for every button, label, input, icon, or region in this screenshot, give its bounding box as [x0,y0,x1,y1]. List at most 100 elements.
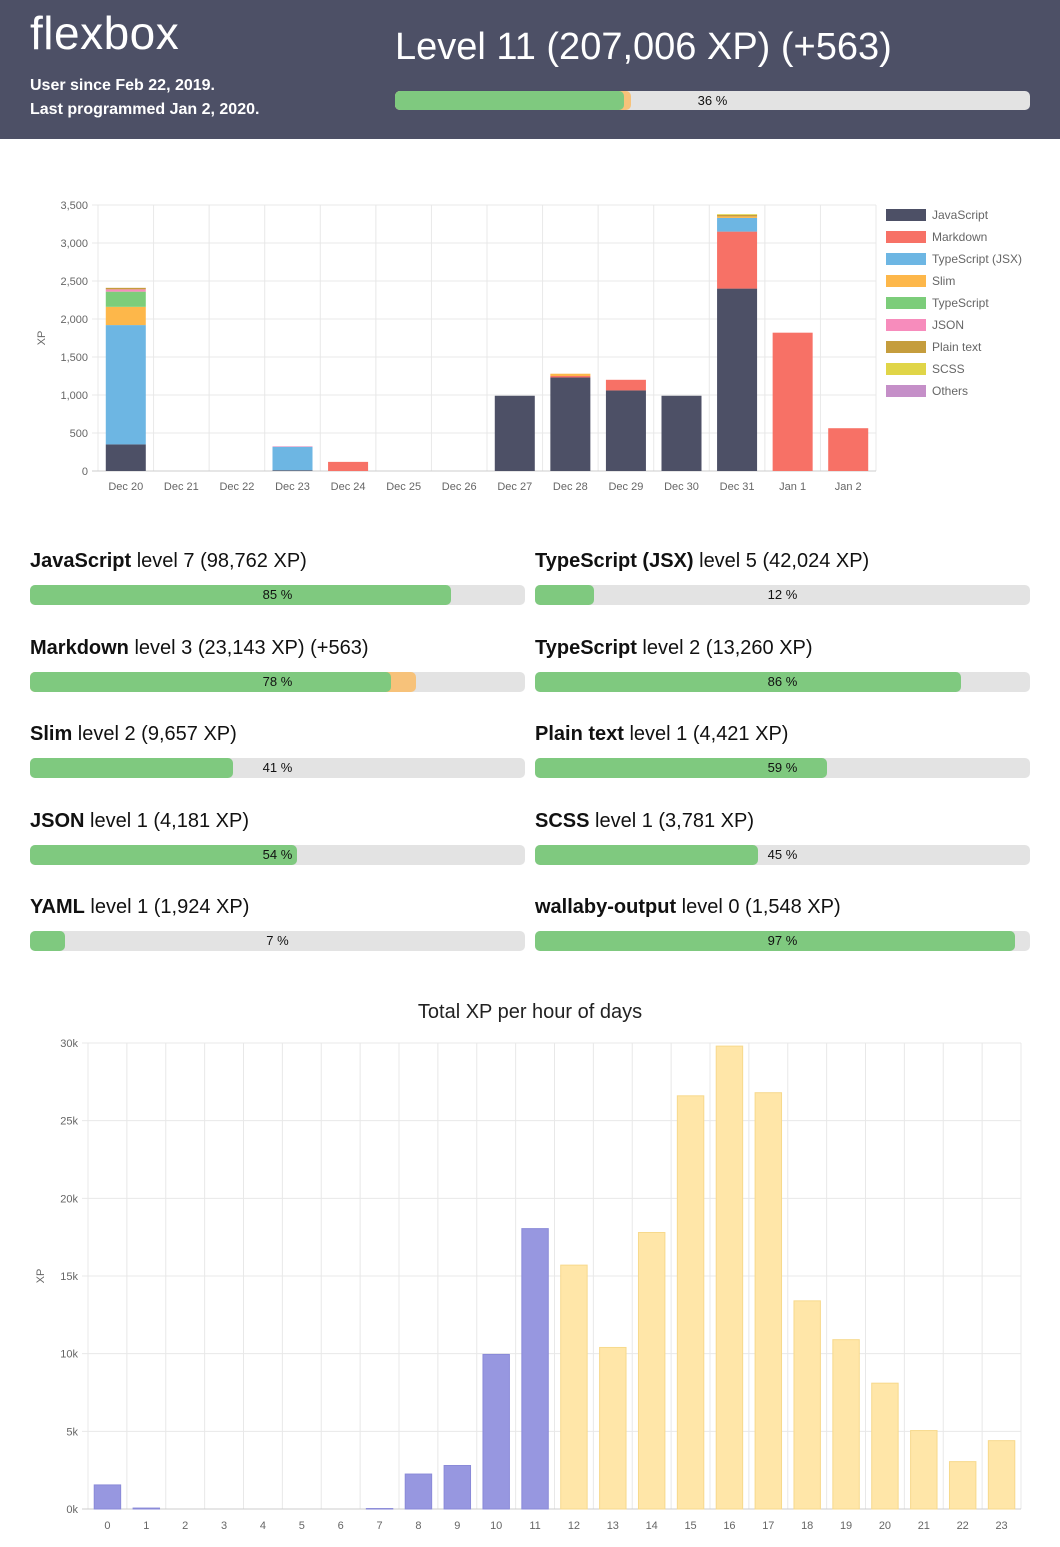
y-tick-label: 15k [60,1271,78,1283]
bar-segment-json [105,289,146,292]
language-title: wallaby-output level 0 (1,548 XP) [535,896,841,919]
hourly-chart-title: Total XP per hour of days [417,1001,643,1023]
language-progress-label: 97 % [767,933,798,948]
legend-label: Others [932,384,968,398]
language-progress-fill [30,931,65,951]
language-title: SCSS level 1 (3,781 XP) [535,810,754,833]
legend-swatch [886,253,926,265]
x-tick-label: 16 [723,1520,735,1532]
legend-label: TypeScript (JSX) [932,252,1022,266]
legend-label: SCSS [932,362,965,376]
bar-segment-javascript [661,395,702,471]
language-progress-fill [30,585,451,605]
legend-swatch [886,275,926,287]
x-tick-label: 2 [182,1520,188,1532]
x-tick-label: Dec 22 [219,481,254,493]
hour-bar [871,1382,899,1510]
x-tick-label: 5 [299,1520,305,1532]
language-name: JavaScript [30,550,132,572]
x-tick-label: 4 [260,1520,266,1532]
language-progress-bar: 7 % [30,931,525,951]
legend-label: Slim [932,274,955,288]
hour-bar [754,1092,783,1510]
language-name: Plain text [535,723,624,745]
y-tick-label: 3,000 [60,238,88,250]
hour-bar [793,1300,821,1510]
language-progress-bar: 45 % [535,845,1030,865]
x-tick-label: Dec 23 [275,481,310,493]
bar-segment-markdown [828,428,869,471]
language-progress-label: 7 % [266,933,289,948]
x-tick-label: 6 [338,1520,344,1532]
x-tick-label: 23 [995,1520,1007,1532]
language-progress-fill [535,672,961,692]
username: flexbox [30,7,180,59]
language-level-text: level 3 (23,143 XP) (+563) [128,637,369,659]
legend-swatch [886,231,926,243]
language-progress-bar: 97 % [535,931,1030,951]
language-name: TypeScript [535,637,637,659]
legend-label: TypeScript [932,296,989,310]
bar-segment-typescript-jsx- [717,217,758,232]
legend-swatch [886,209,926,221]
hour-bar [910,1430,938,1510]
language-title: TypeScript (JSX) level 5 (42,024 XP) [535,550,869,573]
x-tick-label: 19 [840,1520,852,1532]
language-progress-label: 12 % [767,587,798,602]
language-name: YAML [30,896,85,918]
x-tick-label: 12 [568,1520,580,1532]
x-tick-label: Dec 24 [331,481,366,493]
language-progress-label: 86 % [767,674,798,689]
x-tick-label: Dec 20 [108,481,143,493]
hour-bar [832,1339,860,1510]
bar-segment-javascript [717,288,758,471]
language-title: TypeScript level 2 (13,260 XP) [535,637,813,660]
language-name: SCSS [535,810,590,832]
legend-swatch [886,385,926,397]
x-tick-label: 3 [221,1520,227,1532]
hour-bar [443,1465,472,1510]
legend-swatch [886,363,926,375]
y-tick-label: 2,500 [60,276,88,288]
language-progress-label: 41 % [262,760,293,775]
hour-bar [93,1484,122,1510]
x-tick-label: Dec 21 [164,481,199,493]
x-tick-label: 18 [801,1520,813,1532]
y-tick-label: 0k [66,1504,78,1516]
x-tick-label: 0 [104,1520,110,1532]
language-name: Markdown [30,637,129,659]
language-progress-bar: 54 % [30,845,525,865]
hour-bar [948,1461,977,1510]
language-progress-label: 54 % [262,847,293,862]
language-progress-bar: 41 % [30,758,525,778]
language-progress-label: 85 % [262,587,293,602]
x-tick-label: Dec 29 [608,481,643,493]
y-axis-label: XP [35,1269,47,1284]
x-tick-label: 21 [918,1520,930,1532]
hour-bar [404,1473,433,1510]
profile-header: flexbox User since Feb 22, 2019. Last pr… [0,0,1060,139]
language-progress-fill [30,672,392,692]
bar-segment-slim [105,306,146,326]
total-level-progress-bar: 36 % [395,91,1030,110]
legend-label: Plain text [932,340,982,354]
language-level-text: level 1 (3,781 XP) [589,810,754,832]
language-progress-bar: 86 % [535,672,1030,692]
language-progress-label: 59 % [767,760,798,775]
legend-swatch [886,319,926,331]
language-title: JSON level 1 (4,181 XP) [30,810,249,833]
x-tick-label: 13 [607,1520,619,1532]
bar-segment-markdown [550,376,591,378]
x-tick-label: 7 [377,1520,383,1532]
y-tick-label: 25k [60,1116,78,1128]
bar-segment-markdown [328,461,369,471]
hour-bar [521,1228,549,1510]
language-name: Slim [30,723,73,745]
language-progress-fill [535,585,595,605]
bar-segment-javascript [550,377,591,471]
hour-bar [599,1346,627,1510]
language-title: JavaScript level 7 (98,762 XP) [30,550,307,573]
language-title: Markdown level 3 (23,143 XP) (+563) [30,637,369,660]
language-level-text: level 5 (42,024 XP) [693,550,870,572]
x-tick-label: 8 [415,1520,421,1532]
